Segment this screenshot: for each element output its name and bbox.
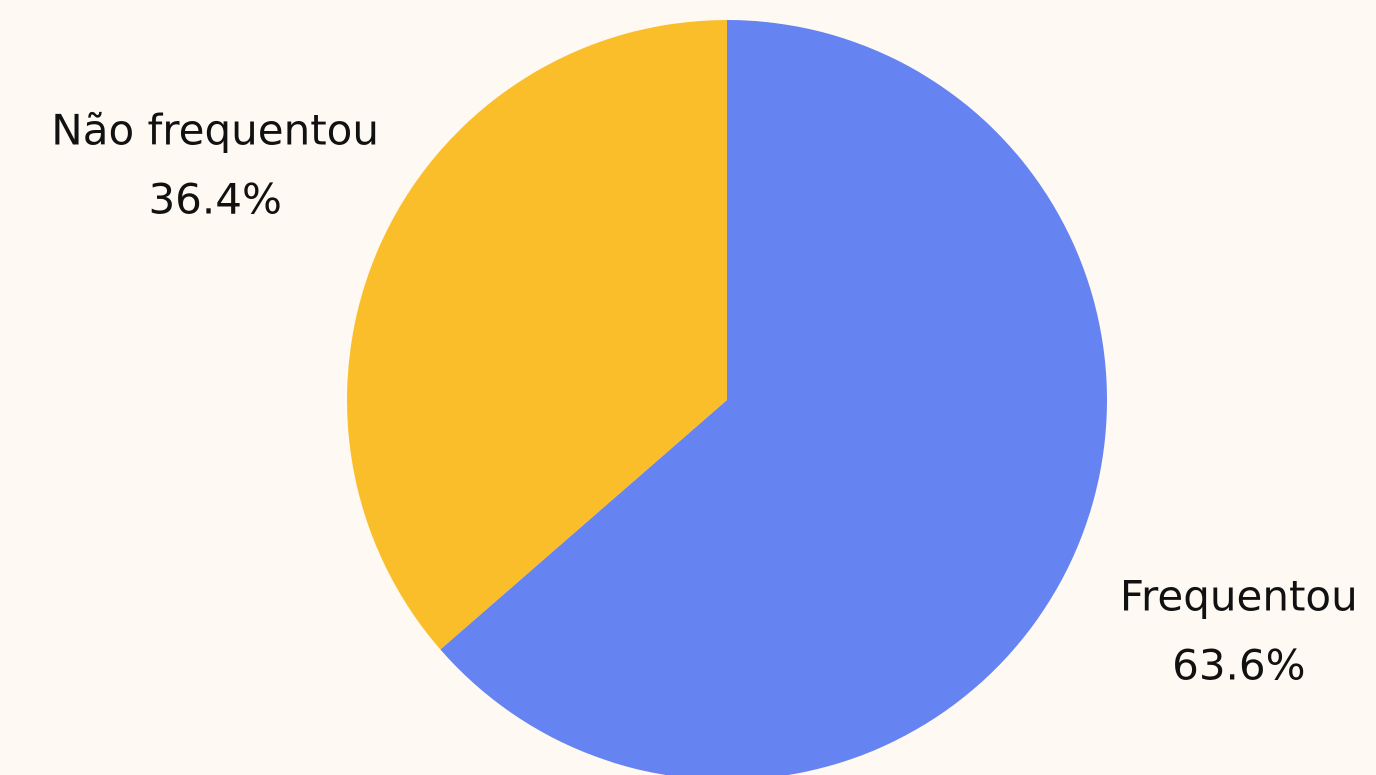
pie-slice: [440, 20, 1107, 775]
slice-value-label: 63.6%: [1172, 641, 1305, 690]
pie-slice: [347, 20, 727, 650]
slice-label: Frequentou: [1120, 572, 1358, 621]
slice-label: Não frequentou: [51, 105, 379, 154]
slice-value-label: 36.4%: [148, 174, 281, 223]
